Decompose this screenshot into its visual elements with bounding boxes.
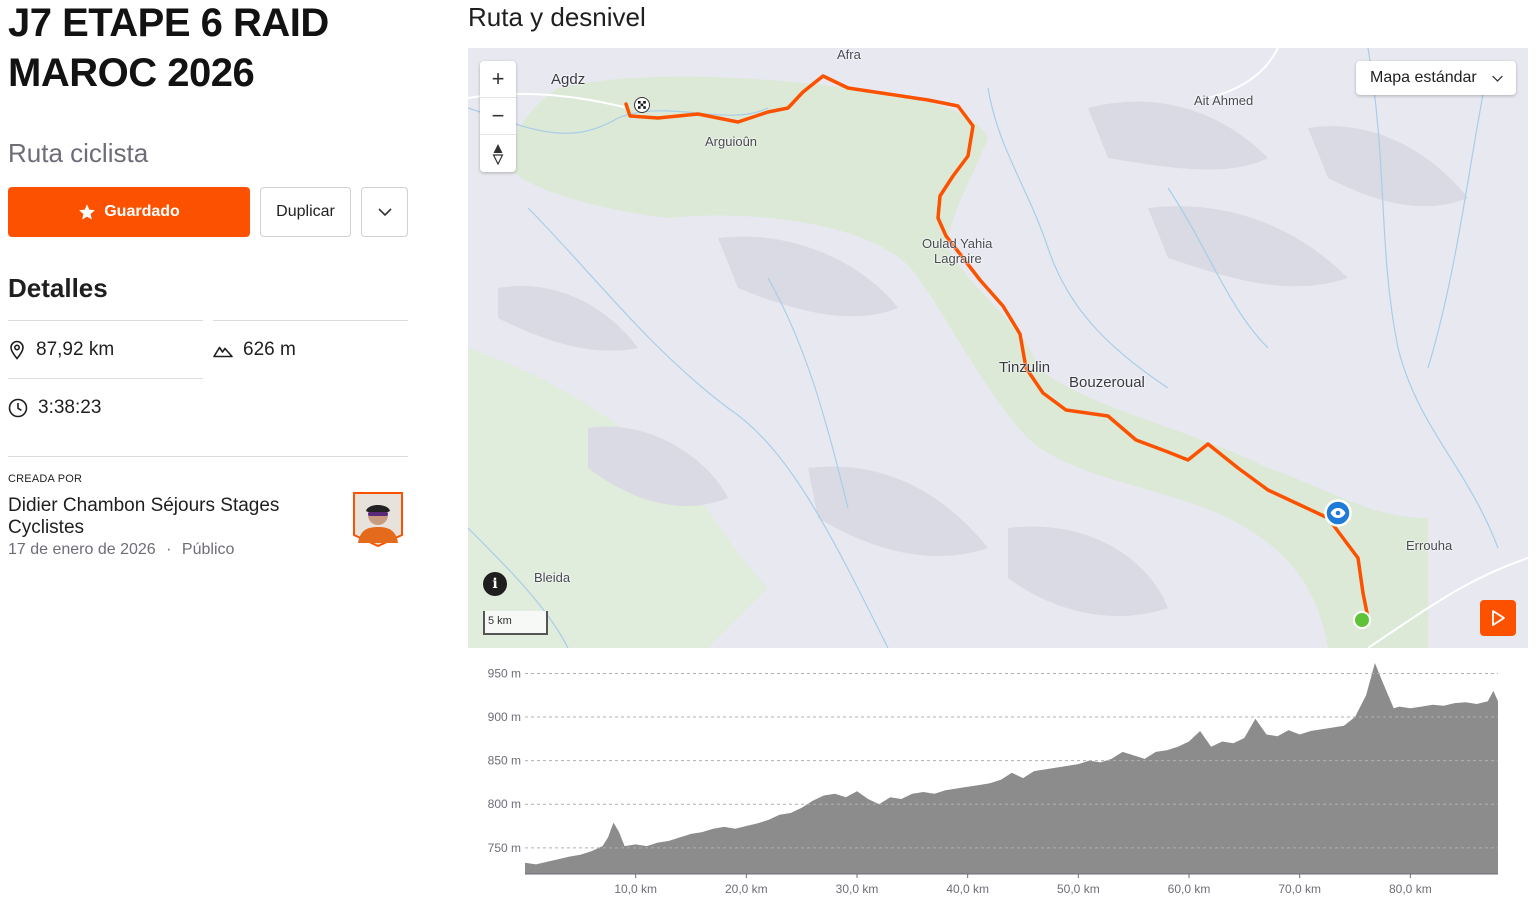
place-label: Ait Ahmed — [1194, 93, 1254, 108]
x-tick-label: 10,0 km — [614, 882, 657, 896]
route-summary-panel: J7 ETAPE 6 RAID MAROC 2026 Ruta ciclista… — [8, 0, 408, 559]
place-label: Oulad Yahia — [922, 236, 993, 251]
y-tick-label: 950 m — [488, 666, 521, 680]
distance-value: 87,92 km — [36, 338, 115, 360]
place-label: Agdz — [551, 71, 586, 88]
saved-button-label: Guardado — [104, 203, 180, 220]
elevation-stat: 626 m — [213, 320, 408, 378]
creator-row: Didier Chambon Séjours Stages Cyclistes … — [8, 492, 408, 559]
x-tick-label: 70,0 km — [1278, 882, 1321, 896]
place-label: Bouzeroual — [1069, 374, 1145, 391]
elevation-area — [525, 663, 1498, 874]
viewpoint-marker-icon[interactable] — [1324, 499, 1352, 527]
map-info-button[interactable]: i — [483, 572, 507, 596]
x-tick-label: 30,0 km — [836, 882, 879, 896]
route-type-label: Ruta ciclista — [8, 138, 149, 168]
place-label: Errouha — [1406, 538, 1453, 553]
flyover-play-button[interactable] — [1480, 600, 1516, 636]
place-label: Tinzulin — [999, 359, 1051, 376]
star-icon — [79, 204, 96, 220]
x-tick-label: 20,0 km — [725, 882, 768, 896]
clock-icon — [8, 398, 28, 417]
route-actions: Guardado Duplicar — [8, 187, 408, 237]
duplicate-button[interactable]: Duplicar — [260, 187, 351, 237]
mountain-icon — [213, 346, 233, 357]
x-tick-label: 40,0 km — [946, 882, 989, 896]
y-tick-label: 850 m — [488, 754, 521, 768]
route-map[interactable]: Agdz Afra Arguioûn Ait Ahmed Oulad Yahia… — [468, 48, 1528, 648]
elevation-chart[interactable]: 950 m 900 m 850 m 800 m 750 m 10,0 km 20,0 km 3… — [468, 656, 1528, 910]
details-heading: Detalles — [8, 273, 108, 303]
y-tick-label: 750 m — [488, 841, 521, 855]
place-label: Lagraire — [934, 251, 982, 266]
zoom-out-button[interactable]: − — [480, 98, 516, 135]
compass-icon — [492, 143, 504, 165]
created-date: 17 de enero de 2026 — [8, 541, 156, 558]
y-tick-label: 800 m — [488, 797, 521, 811]
x-tick-label: 80,0 km — [1389, 882, 1432, 896]
chevron-down-icon — [377, 208, 392, 217]
start-marker-icon — [1353, 611, 1371, 629]
map-zoom-controls: + − — [480, 61, 516, 172]
more-options-button[interactable] — [361, 187, 408, 237]
place-label: Arguioûn — [705, 134, 758, 149]
x-tick-label: 60,0 km — [1168, 882, 1211, 896]
creator-meta: 17 de enero de 2026 · Público — [8, 541, 328, 559]
map-terrain — [468, 48, 1528, 648]
map-type-select[interactable]: Mapa estándar — [1356, 61, 1516, 95]
map-type-label: Mapa estándar — [1370, 69, 1477, 86]
divider — [8, 456, 408, 457]
creator-avatar[interactable] — [352, 491, 404, 547]
creator-name[interactable]: Didier Chambon Séjours Stages Cyclistes — [8, 495, 280, 538]
route-title: J7 ETAPE 6 RAID MAROC 2026 — [8, 1, 329, 95]
saved-button[interactable]: Guardado — [8, 187, 250, 237]
distance-stat: 87,92 km — [8, 320, 203, 378]
visibility-label: Público — [181, 541, 235, 558]
elevation-value: 626 m — [243, 338, 296, 360]
meta-separator: · — [166, 541, 172, 558]
section-title: Ruta y desnivel — [468, 2, 646, 32]
y-tick-label: 900 m — [488, 710, 521, 724]
created-by-label: CREADA POR — [8, 473, 83, 485]
place-label: Afra — [837, 48, 861, 62]
map-scale: 5 km — [483, 611, 548, 635]
x-tick-label: 50,0 km — [1057, 882, 1100, 896]
time-value: 3:38:23 — [38, 396, 102, 418]
time-stat: 3:38:23 — [8, 378, 203, 436]
location-pin-icon — [10, 340, 24, 360]
play-icon — [1492, 610, 1505, 626]
route-stats: 87,92 km 626 m 3:38:23 — [8, 320, 408, 436]
finish-flag-icon — [634, 97, 650, 113]
zoom-in-button[interactable]: + — [480, 61, 516, 98]
chevron-down-icon — [1492, 75, 1503, 82]
compass-button[interactable] — [480, 135, 516, 172]
place-label: Bleida — [534, 570, 571, 585]
